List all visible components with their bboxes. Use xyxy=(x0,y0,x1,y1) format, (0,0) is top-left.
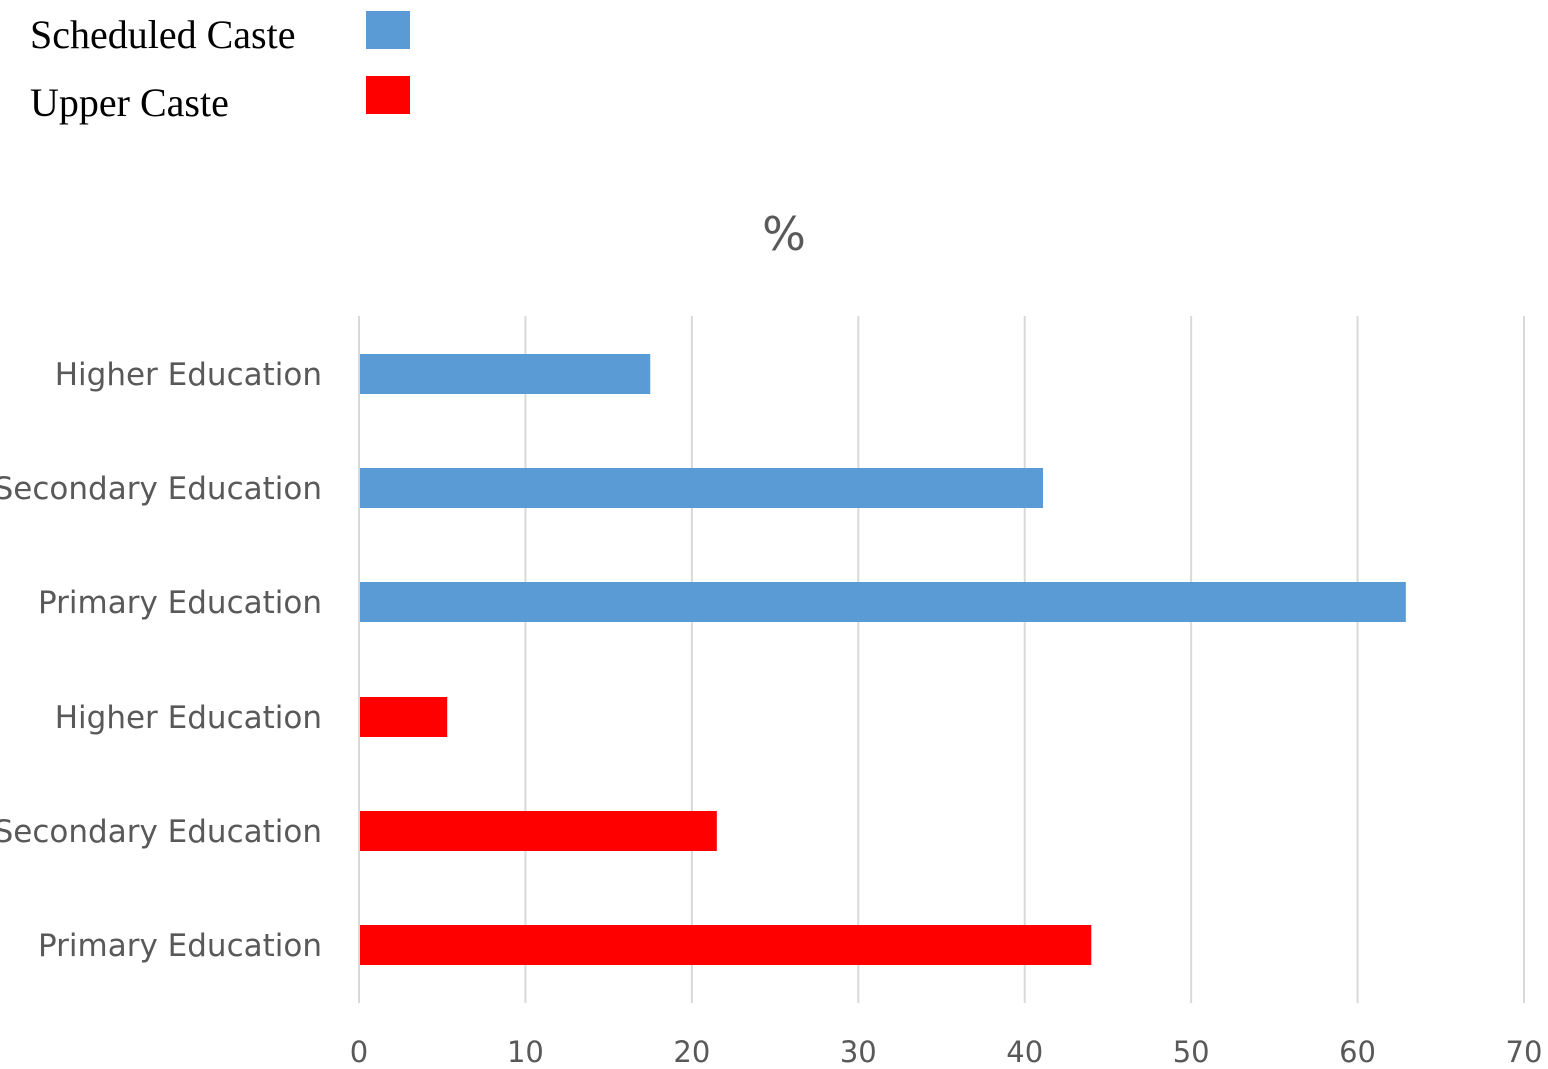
x-tick-label-0: 0 xyxy=(350,1035,368,1069)
category-label: Primary Education xyxy=(38,585,322,621)
legend-swatch-upper-caste xyxy=(366,76,410,114)
bar-upper-caste-higher-education xyxy=(360,697,448,737)
bar-scheduled-caste-primary-education xyxy=(360,582,1406,622)
legend-item-scheduled-caste: Scheduled Caste xyxy=(30,5,430,65)
x-tick-labels: 0 10 20 30 40 50 60 70 xyxy=(350,1035,1543,1069)
gridlines xyxy=(358,316,1525,1003)
category-label: Secondary Education xyxy=(0,814,322,850)
category-label: Primary Education xyxy=(38,928,322,964)
x-tick-label-30: 30 xyxy=(840,1035,877,1069)
x-tick-label-10: 10 xyxy=(507,1035,544,1069)
x-tick-label-60: 60 xyxy=(1339,1035,1376,1069)
category-label: Higher Education xyxy=(55,357,322,393)
legend-item-upper-caste: Upper Caste xyxy=(30,73,430,133)
x-tick-label-50: 50 xyxy=(1173,1035,1210,1069)
x-tick-label-20: 20 xyxy=(673,1035,710,1069)
bar-scheduled-caste-secondary-education xyxy=(360,468,1044,508)
category-label: Higher Education xyxy=(55,700,322,736)
chart-title: % xyxy=(762,207,806,261)
legend-swatch-scheduled-caste xyxy=(366,11,410,49)
x-tick-label-70: 70 xyxy=(1506,1035,1543,1069)
x-tick-label-40: 40 xyxy=(1006,1035,1043,1069)
legend-label-scheduled-caste: Scheduled Caste xyxy=(30,12,296,57)
bar-upper-caste-secondary-education xyxy=(360,811,717,851)
chart-legend: Scheduled Caste Upper Caste xyxy=(0,0,440,140)
bar-upper-caste-primary-education xyxy=(360,925,1092,965)
category-labels: Higher Education Secondary Education Prima… xyxy=(0,357,322,964)
bar-scheduled-caste-higher-education xyxy=(360,354,651,394)
bars xyxy=(360,354,1406,965)
legend-label-upper-caste: Upper Caste xyxy=(30,80,229,125)
category-label: Secondary Education xyxy=(0,471,322,507)
